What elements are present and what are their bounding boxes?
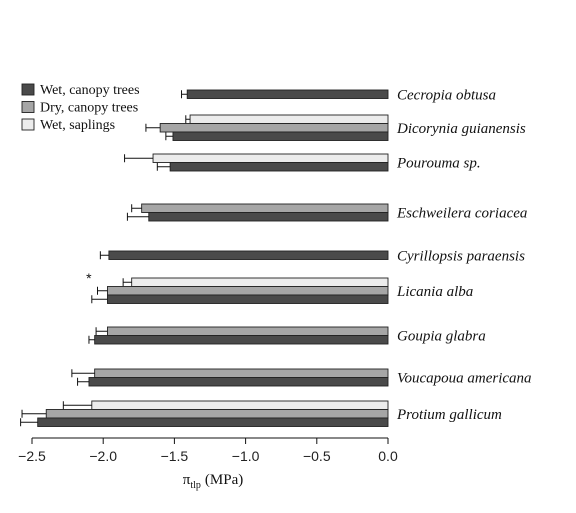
x-axis: −2.5 −2.0 −1.5 −1.0 −0.5 0.0	[18, 437, 398, 464]
x-tick-label: 0.0	[378, 448, 398, 464]
bar	[189, 114, 389, 124]
bar	[107, 294, 389, 304]
bar	[45, 409, 389, 419]
species-label: Cecropia obtusa	[397, 87, 496, 103]
species-label: Voucapoua americana	[397, 371, 532, 387]
legend: Wet, canopy trees Dry, canopy trees Wet, s…	[21, 83, 140, 133]
bars	[20, 89, 389, 427]
x-tick-label: −1.5	[161, 448, 189, 464]
legend-swatch	[21, 101, 35, 113]
bar	[152, 153, 389, 163]
bar	[141, 203, 389, 213]
x-axis-title-subscript: tlp	[190, 480, 201, 491]
species-label: Goupia glabra	[397, 329, 486, 345]
bar	[172, 131, 389, 141]
bar	[94, 368, 389, 378]
bar	[108, 250, 389, 260]
bar	[169, 162, 389, 172]
bar	[88, 377, 389, 387]
bar	[186, 89, 389, 99]
bar	[148, 212, 389, 222]
bar	[107, 326, 389, 336]
x-tick-label: −0.5	[303, 448, 331, 464]
species-label: Pourouma sp.	[396, 156, 481, 172]
bar	[37, 417, 389, 427]
legend-label: Dry, canopy trees	[40, 101, 138, 116]
bar	[131, 277, 389, 287]
x-axis-title-unit: (MPa)	[205, 472, 243, 488]
legend-swatch	[21, 83, 35, 96]
bar	[159, 123, 389, 133]
significance-marker: *	[86, 270, 92, 286]
bar	[107, 286, 389, 296]
species-label: Licania alba	[396, 284, 473, 300]
species-label: Cyrillopsis paraensis	[397, 248, 525, 264]
legend-swatch	[21, 118, 35, 131]
bar	[91, 400, 389, 410]
species-label: Eschweilera coriacea	[396, 206, 527, 222]
species-labels: Cecropia obtusa Dicorynia guianensis Pouro…	[86, 87, 531, 423]
x-axis-title: πtlp (MPa)	[183, 472, 243, 491]
x-tick-label: −2.0	[89, 448, 117, 464]
bar	[94, 335, 389, 345]
x-tick-label: −1.0	[232, 448, 260, 464]
legend-label: Wet, canopy trees	[40, 83, 140, 98]
x-axis-title-symbol: π	[183, 472, 191, 488]
species-label: Protium gallicum	[396, 407, 502, 423]
species-label: Dicorynia guianensis	[396, 121, 526, 137]
x-tick-label: −2.5	[18, 448, 46, 464]
legend-label: Wet, saplings	[40, 118, 115, 133]
